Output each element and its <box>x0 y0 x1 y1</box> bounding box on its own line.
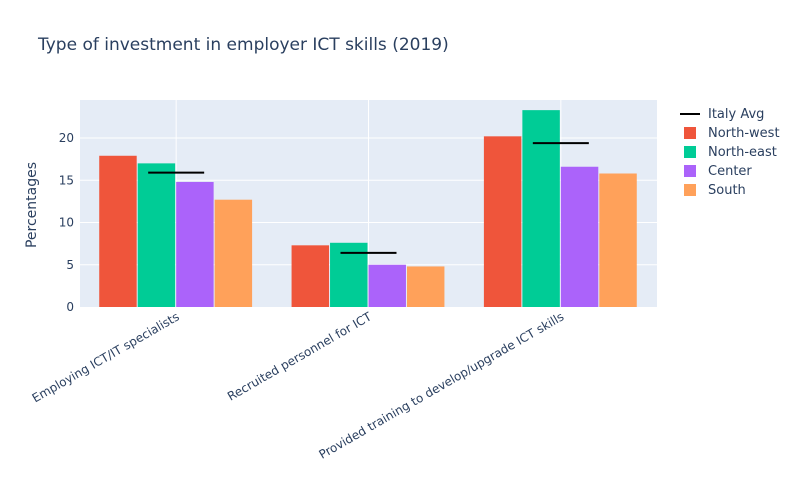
y-tick-label: 20 <box>59 131 74 145</box>
bar-north-east[interactable] <box>137 163 176 307</box>
bar-north-west[interactable] <box>483 136 522 307</box>
average-lines <box>148 142 589 254</box>
y-tick-label: 0 <box>66 300 74 314</box>
y-axis-title: Percentages <box>24 162 40 248</box>
legend[interactable]: Italy Avg North-west North-east Center South <box>680 107 780 198</box>
y-tick-label: 15 <box>59 173 74 187</box>
legend-swatch <box>684 165 696 177</box>
y-axis-ticks: 0 5 10 15 20 <box>59 131 74 314</box>
legend-swatch <box>684 184 696 196</box>
legend-label: South <box>708 183 746 198</box>
bar-north-west[interactable] <box>99 155 137 307</box>
bar-north-west[interactable] <box>291 245 330 307</box>
legend-swatch <box>684 146 696 158</box>
bars <box>99 110 637 307</box>
legend-label: Italy Avg <box>708 107 764 122</box>
legend-item-italy-avg[interactable]: Italy Avg <box>680 107 764 122</box>
legend-label: Center <box>708 164 752 179</box>
legend-item-north-east[interactable]: North-east <box>684 145 777 160</box>
bar-south[interactable] <box>214 199 253 307</box>
bar-south[interactable] <box>599 173 637 307</box>
y-tick-label: 5 <box>66 258 74 272</box>
x-axis-ticks: Employing ICT/IT specialists Recruited pe… <box>30 309 567 462</box>
y-tick-label: 10 <box>59 216 74 230</box>
legend-swatch <box>684 127 696 139</box>
bar-center[interactable] <box>176 181 214 307</box>
legend-item-north-west[interactable]: North-west <box>684 126 780 141</box>
x-tick-label: Employing ICT/IT specialists <box>30 309 182 405</box>
chart-title: Type of investment in employer ICT skill… <box>37 35 449 55</box>
bar-center[interactable] <box>560 166 599 307</box>
legend-item-south[interactable]: South <box>684 183 746 198</box>
legend-label: North-east <box>708 145 777 160</box>
x-tick-label: Recruited personnel for ICT <box>225 309 375 403</box>
legend-label: North-west <box>708 126 780 141</box>
bar-center[interactable] <box>368 264 406 307</box>
bar-south[interactable] <box>406 266 445 307</box>
bar-north-east[interactable] <box>522 110 560 307</box>
legend-item-center[interactable]: Center <box>684 164 752 179</box>
